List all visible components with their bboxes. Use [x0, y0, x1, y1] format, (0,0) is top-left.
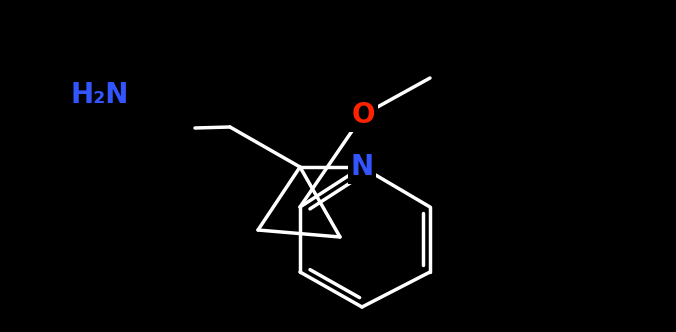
Text: N: N: [350, 153, 374, 181]
Text: H₂N: H₂N: [71, 81, 129, 109]
Text: O: O: [352, 101, 375, 129]
